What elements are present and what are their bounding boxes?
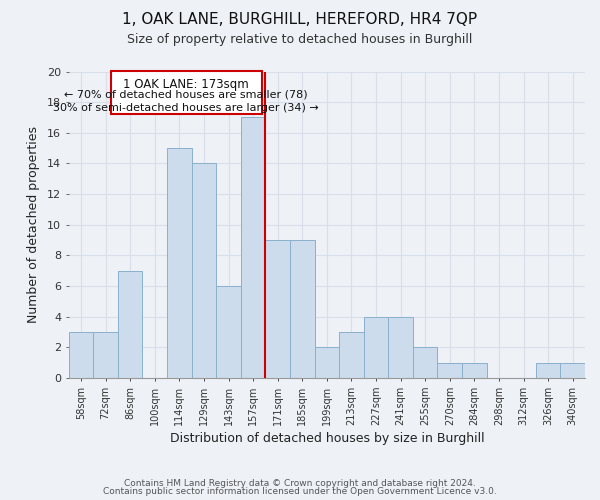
Bar: [314, 348, 339, 378]
Bar: [560, 362, 585, 378]
Text: ← 70% of detached houses are smaller (78): ← 70% of detached houses are smaller (78…: [64, 90, 308, 100]
Bar: [462, 362, 487, 378]
Text: 1, OAK LANE, BURGHILL, HEREFORD, HR4 7QP: 1, OAK LANE, BURGHILL, HEREFORD, HR4 7QP: [122, 12, 478, 28]
Bar: [536, 362, 560, 378]
Bar: [413, 348, 437, 378]
Bar: [290, 240, 314, 378]
Bar: [364, 316, 388, 378]
Bar: [388, 316, 413, 378]
Bar: [191, 164, 216, 378]
FancyBboxPatch shape: [110, 70, 262, 115]
Bar: [216, 286, 241, 378]
Text: 30% of semi-detached houses are larger (34) →: 30% of semi-detached houses are larger (…: [53, 103, 319, 113]
Text: Size of property relative to detached houses in Burghill: Size of property relative to detached ho…: [127, 32, 473, 46]
Bar: [241, 118, 265, 378]
X-axis label: Distribution of detached houses by size in Burghill: Distribution of detached houses by size …: [170, 432, 484, 445]
Bar: [265, 240, 290, 378]
Text: Contains HM Land Registry data © Crown copyright and database right 2024.: Contains HM Land Registry data © Crown c…: [124, 478, 476, 488]
Bar: [339, 332, 364, 378]
Bar: [437, 362, 462, 378]
Bar: [93, 332, 118, 378]
Bar: [167, 148, 191, 378]
Y-axis label: Number of detached properties: Number of detached properties: [27, 126, 40, 323]
Bar: [69, 332, 93, 378]
Text: Contains public sector information licensed under the Open Government Licence v3: Contains public sector information licen…: [103, 487, 497, 496]
Bar: [118, 270, 142, 378]
Text: 1 OAK LANE: 173sqm: 1 OAK LANE: 173sqm: [123, 78, 249, 90]
